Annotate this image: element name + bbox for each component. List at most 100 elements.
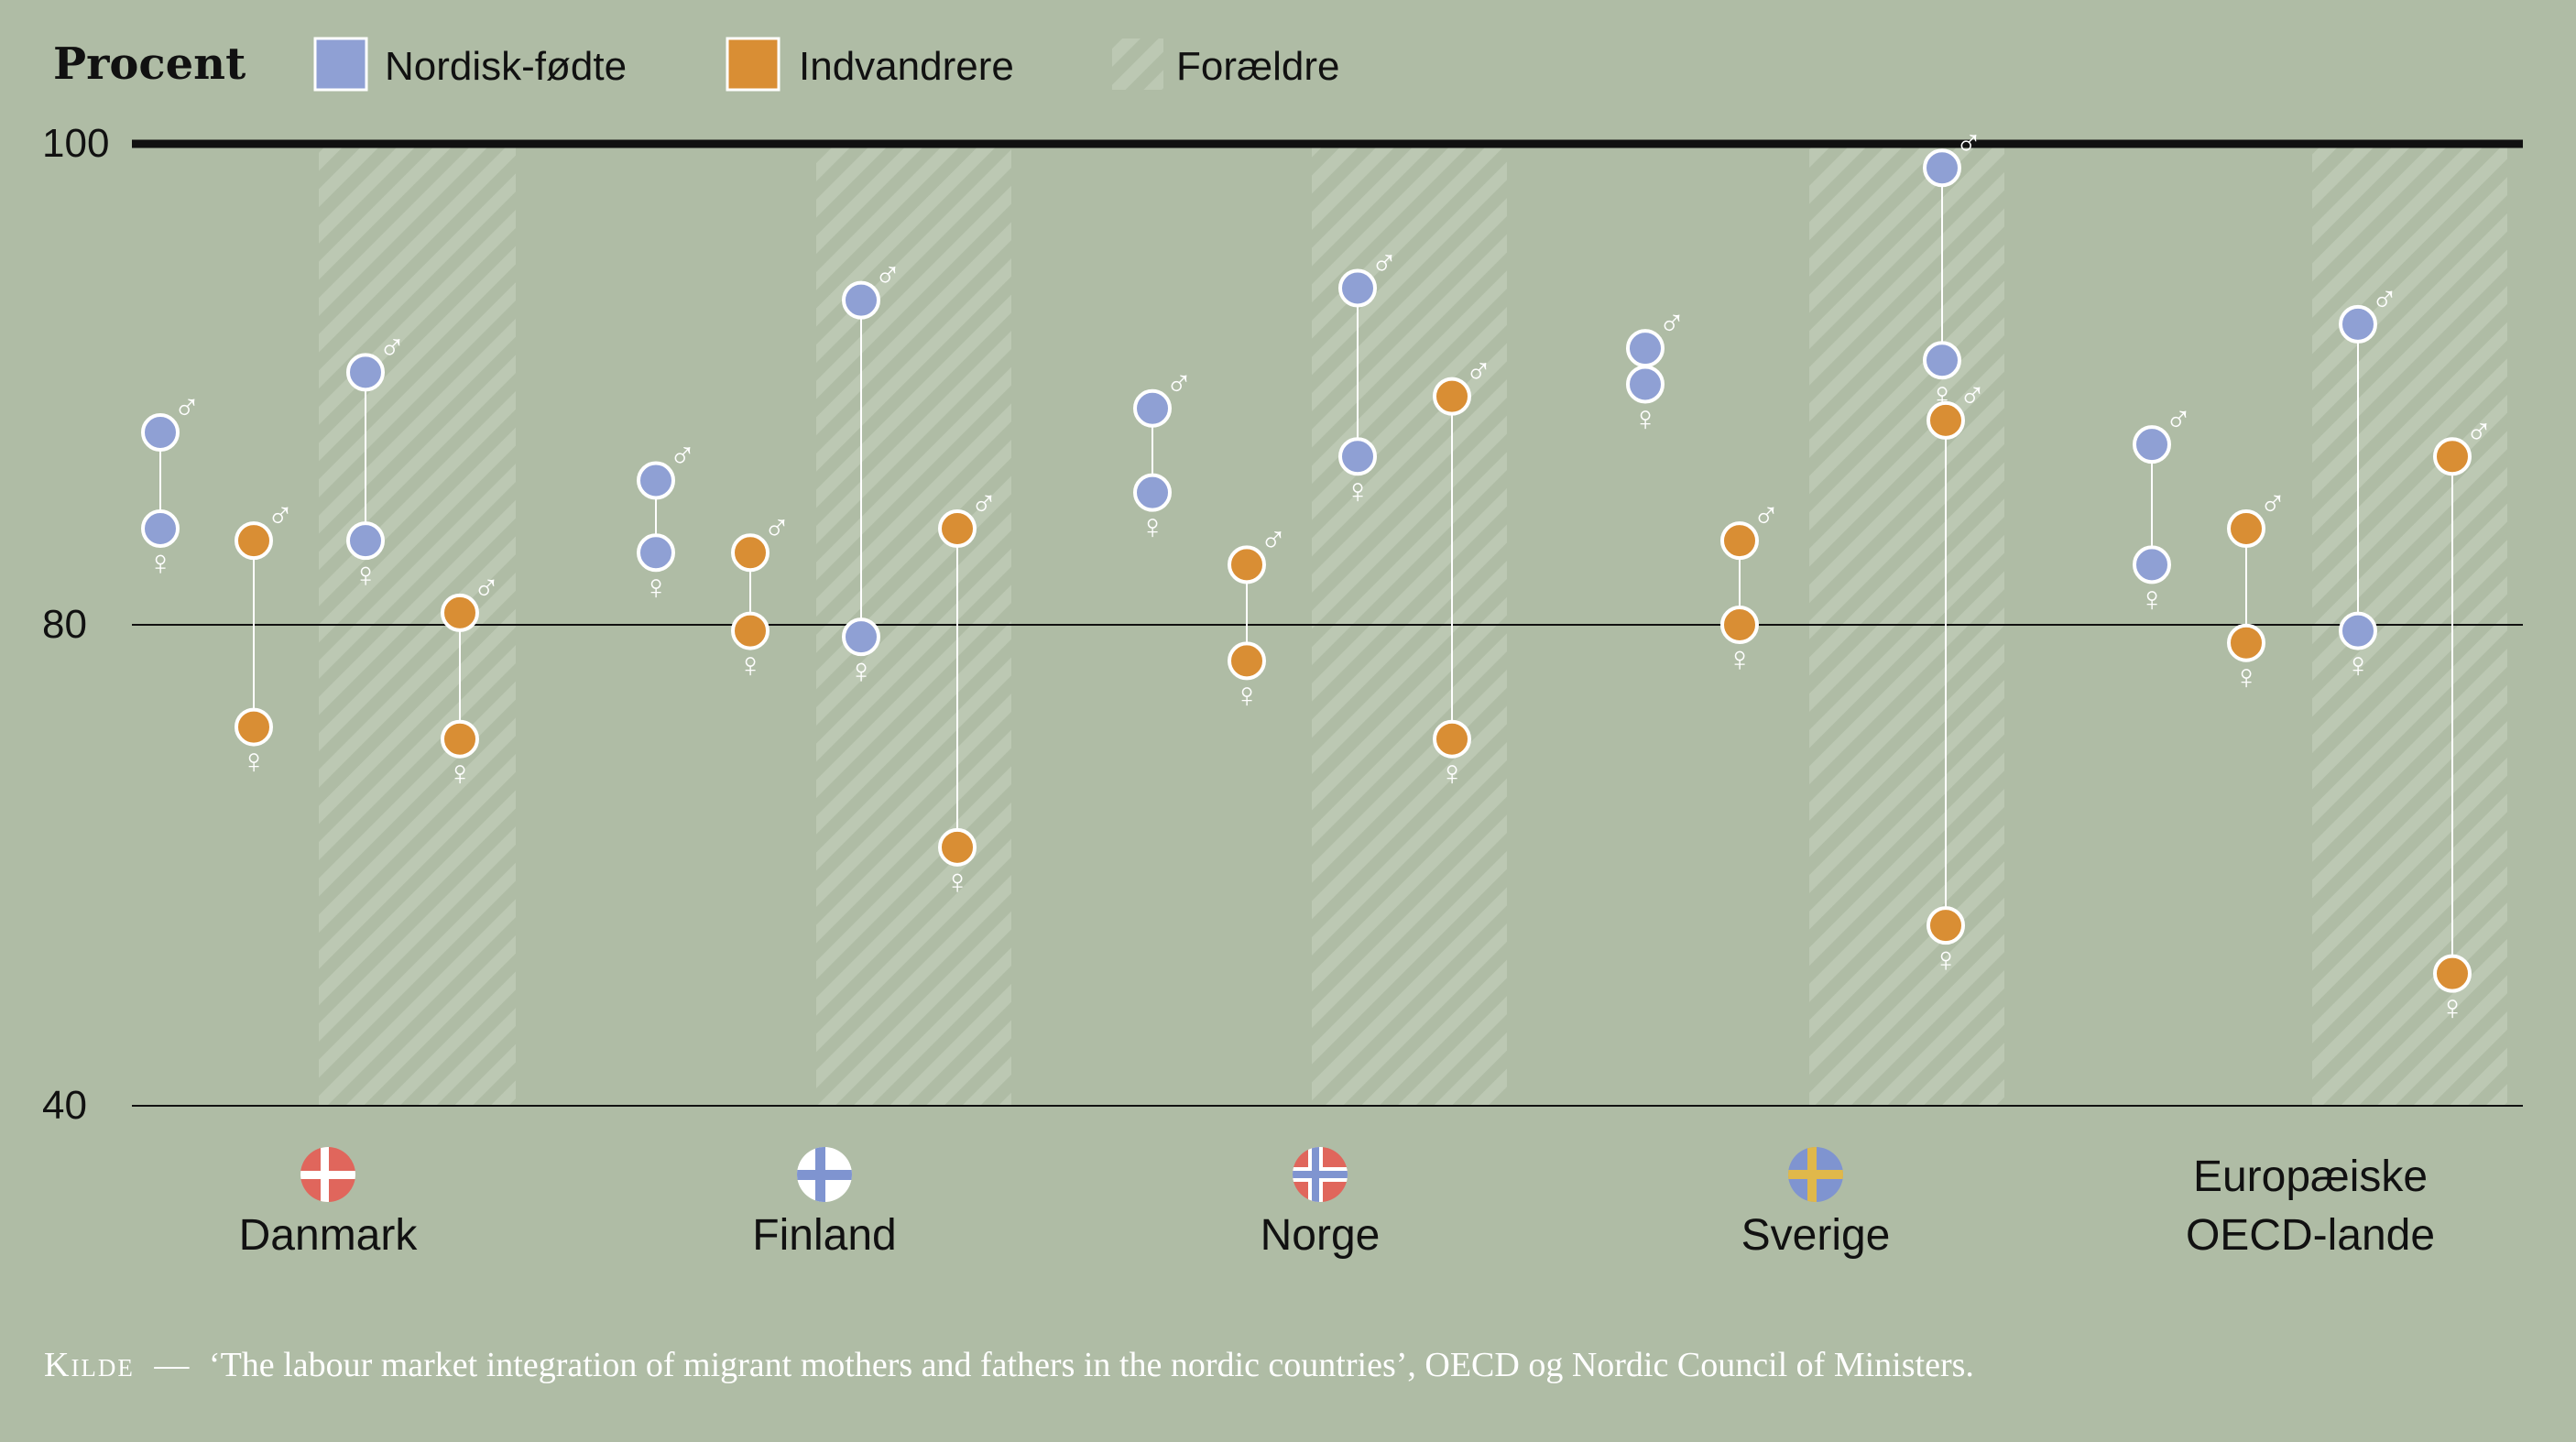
legend-swatch-immigrant	[726, 37, 780, 92]
female-symbol: ♀	[1933, 941, 1959, 979]
female-symbol: ♀	[1140, 508, 1166, 547]
legend: Procent Nordisk-fødte Indvandrere Foræld…	[53, 37, 1340, 92]
female-point	[441, 719, 479, 759]
female-point	[1228, 641, 1266, 681]
female-point	[1433, 719, 1471, 759]
dumbbell: ♂♀	[2433, 411, 2493, 1028]
legend-swatch-nordic	[313, 37, 368, 92]
dumbbell: ♂♀	[2133, 399, 2192, 618]
denmark-flag	[300, 1147, 355, 1202]
female-symbol: ♀	[643, 568, 670, 606]
male-symbol: ♂	[1955, 123, 1982, 163]
female-point	[938, 827, 977, 867]
dumbbell: ♂♀	[1228, 519, 1287, 715]
male-point	[637, 461, 675, 500]
male-symbol: ♂	[2465, 411, 2493, 452]
male-symbol: ♂	[1959, 376, 1986, 416]
male-symbol: ♂	[970, 484, 998, 524]
female-point	[1927, 906, 1965, 945]
male-point	[1133, 388, 1172, 428]
female-symbol: ♀	[241, 743, 267, 781]
country-label: Finland	[752, 1211, 896, 1260]
male-symbol: ♂	[1658, 303, 1686, 344]
country-label: Danmark	[239, 1211, 419, 1260]
male-point	[235, 521, 273, 561]
source-text: ‘The labour market integration of migran…	[209, 1346, 1974, 1384]
country-label: Norge	[1261, 1211, 1381, 1260]
female-symbol: ♀	[848, 652, 875, 691]
male-point	[938, 509, 977, 548]
male-symbol: ♂	[1370, 244, 1398, 284]
legend-title: Procent	[53, 38, 246, 90]
country-labels: Danmark Finland Norge Sverige Europæiske OECD…	[239, 1147, 2435, 1260]
male-symbol: ♂	[2165, 399, 2192, 440]
female-point	[235, 707, 273, 747]
dumbbell: ♂♀	[1923, 123, 1982, 414]
female-point	[2339, 611, 2377, 650]
male-point	[1228, 545, 1266, 584]
male-symbol: ♂	[874, 256, 901, 296]
female-point	[2133, 545, 2171, 584]
male-symbol: ♂	[763, 508, 791, 548]
country-label: Sverige	[1741, 1211, 1891, 1260]
female-point	[1338, 437, 1377, 476]
female-point	[2433, 954, 2472, 993]
dumbbell: ♂♀	[731, 508, 791, 685]
female-point	[1923, 341, 1961, 380]
male-point	[1720, 521, 1759, 561]
male-point	[1927, 400, 1965, 440]
sweden-flag	[1788, 1147, 1843, 1202]
female-symbol: ♀	[1632, 400, 1659, 439]
female-point	[141, 509, 180, 548]
male-symbol: ♂	[378, 327, 406, 367]
dumbbell: ♂♀	[938, 484, 998, 901]
female-point	[1133, 473, 1172, 512]
male-symbol: ♂	[2259, 484, 2287, 524]
female-symbol: ♀	[1234, 676, 1261, 715]
male-symbol: ♂	[2371, 279, 2398, 320]
dumbbell: ♂♀	[2339, 279, 2398, 685]
female-point	[346, 521, 385, 561]
male-symbol: ♂	[1465, 352, 1492, 392]
male-point	[1433, 377, 1471, 416]
dumbbell: ♂♀	[141, 388, 201, 583]
male-symbol: ♂	[669, 436, 696, 476]
female-symbol: ♀	[1345, 472, 1371, 510]
female-symbol: ♀	[1439, 755, 1466, 793]
dumbbell: ♂♀	[1927, 376, 1986, 979]
female-symbol: ♀	[1727, 640, 1753, 679]
dumbbell: ♂♀	[2227, 484, 2287, 697]
dumbbell: ♂♀	[1338, 244, 1398, 510]
country-label-line2: OECD-lande	[2186, 1211, 2435, 1260]
source-dash: —	[153, 1346, 190, 1384]
male-point	[141, 413, 180, 452]
dumbbell: ♂♀	[235, 496, 294, 781]
female-point	[731, 611, 770, 650]
dumbbell: ♂♀	[637, 436, 696, 606]
legend-label-immigrant: Indvandrere	[799, 44, 1014, 89]
source-line: Kilde — ‘The labour market integration o…	[44, 1346, 1974, 1384]
female-symbol: ♀	[353, 556, 379, 595]
dumbbell: ♂♀	[842, 256, 901, 691]
male-symbol: ♂	[267, 496, 294, 536]
y-tick-label-80: 80	[42, 602, 87, 647]
norway-flag	[1293, 1147, 1348, 1202]
male-symbol: ♂	[1165, 364, 1193, 404]
female-point	[2227, 623, 2265, 662]
legend-label-nordic: Nordisk-fødte	[385, 44, 627, 89]
male-symbol: ♂	[473, 568, 500, 608]
dumbbell: ♂♀	[1720, 496, 1780, 679]
dumbbell: ♂♀	[346, 327, 406, 595]
female-symbol: ♀	[2139, 580, 2166, 618]
female-symbol: ♀	[2345, 647, 2372, 685]
female-symbol: ♀	[2233, 659, 2260, 697]
finland-flag	[797, 1147, 852, 1202]
data-marks: ♂♀♂♀♂♀ ♂♀♂♀♂♀♂♀♂♀♂♀ ♂♀♂♀♂♀♂♀♂♀♂♀ ♂♀♂♀♂♀♂♀♂♀	[141, 123, 2493, 1028]
female-symbol: ♀	[944, 863, 971, 901]
female-symbol: ♀	[147, 544, 174, 583]
legend-label-parents: Forældre	[1176, 44, 1340, 89]
male-symbol: ♂	[1260, 519, 1287, 560]
female-point	[1626, 365, 1665, 404]
male-point	[2339, 304, 2377, 344]
